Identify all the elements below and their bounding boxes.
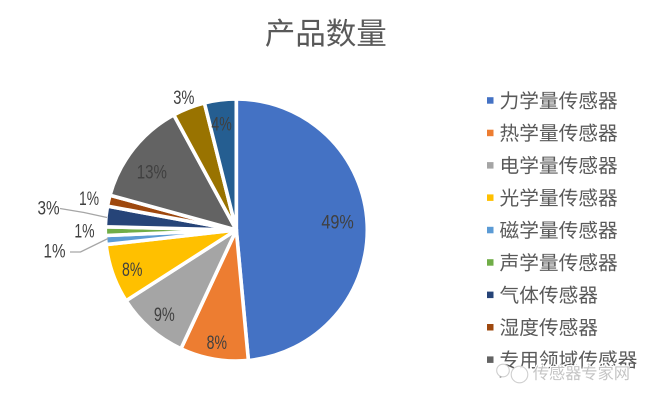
svg-text:3%: 3% bbox=[37, 198, 59, 220]
svg-text:1%: 1% bbox=[79, 188, 99, 210]
svg-text:1%: 1% bbox=[74, 221, 94, 243]
svg-text:4%: 4% bbox=[211, 114, 231, 136]
svg-text:49%: 49% bbox=[321, 212, 353, 234]
svg-text:1%: 1% bbox=[44, 240, 66, 262]
svg-text:8%: 8% bbox=[122, 259, 142, 281]
svg-text:3%: 3% bbox=[173, 87, 194, 109]
svg-text:13%: 13% bbox=[137, 162, 167, 184]
svg-text:8%: 8% bbox=[207, 332, 227, 354]
svg-text:9%: 9% bbox=[154, 304, 175, 326]
